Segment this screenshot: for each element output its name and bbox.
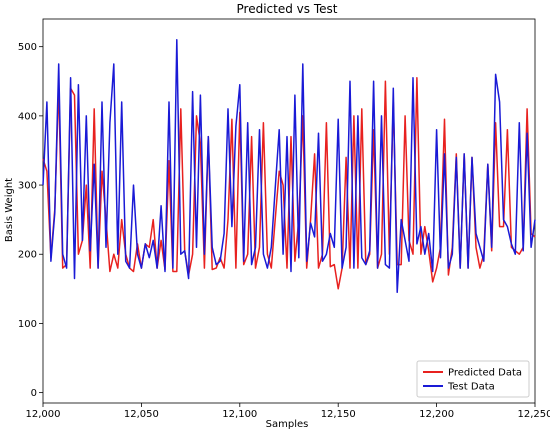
x-tick-label: 12,100 [222, 409, 257, 420]
axes-frame [42, 18, 536, 404]
plot-area: 0 100 200 300 400 500 12,000 12,050 12,100 12,150… [18, 18, 550, 420]
x-tick-label: 12,050 [124, 409, 159, 420]
legend-box [416, 360, 530, 398]
y-tick-label: 300 [18, 181, 37, 192]
x-tick-label: 12,250 [518, 409, 550, 420]
legend: Predicted Data Test Data [416, 360, 530, 398]
legend-label: Test Data [447, 382, 495, 393]
x-tick-label: 12,150 [321, 409, 356, 420]
y-tick-label: 200 [18, 250, 37, 261]
x-tick-label: 12,000 [26, 409, 61, 420]
y-axis-label: Basis Weight [4, 178, 15, 242]
series-line-test-data [42, 39, 536, 294]
chart-title: Predicted vs Test [237, 2, 338, 16]
x-axis-label: Samples [266, 419, 309, 430]
y-tick-label: 100 [18, 319, 37, 330]
y-tick-label: 0 [31, 388, 37, 399]
legend-label: Predicted Data [448, 368, 522, 379]
x-tick-label: 12,200 [419, 409, 454, 420]
y-tick-label: 500 [18, 42, 37, 53]
y-tick-label: 400 [18, 111, 37, 122]
